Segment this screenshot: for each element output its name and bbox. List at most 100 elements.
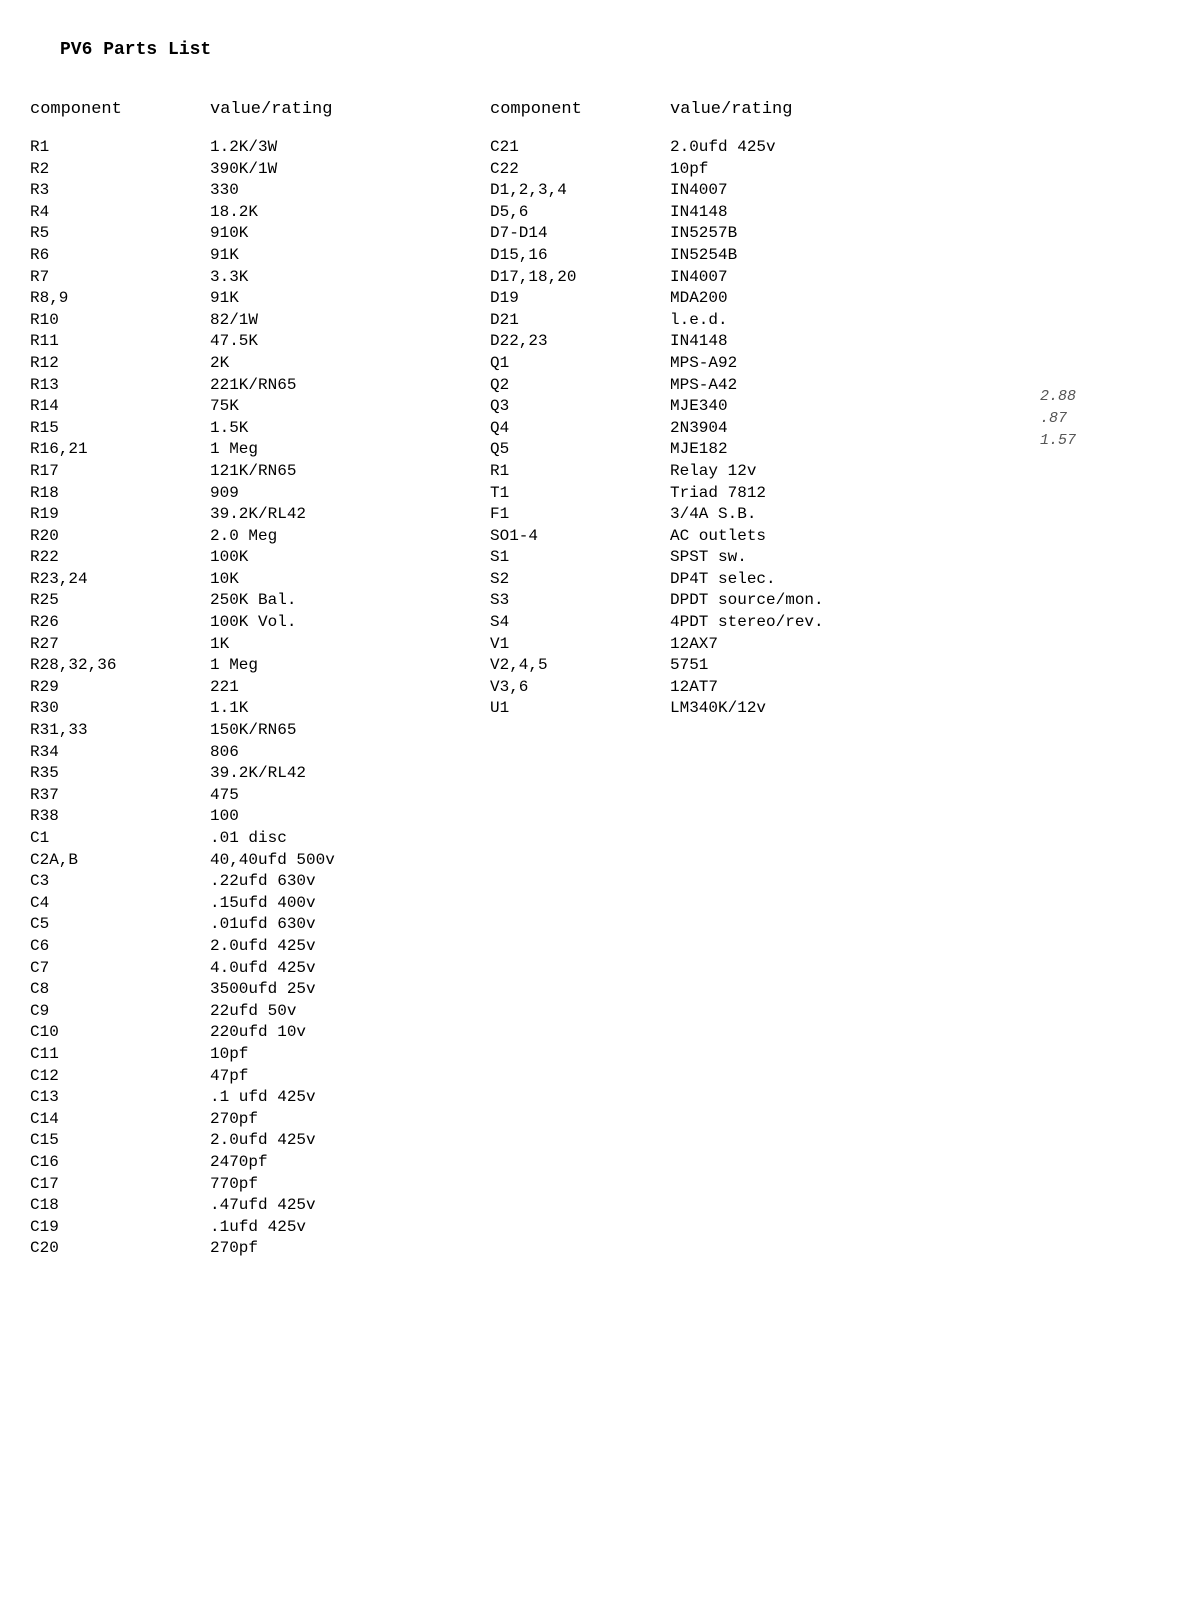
value-cell: 12AT7: [670, 677, 850, 699]
value-cell: 91K: [210, 288, 390, 310]
value-cell: 2.0ufd 425v: [210, 936, 390, 958]
component-cell: R30: [30, 698, 140, 720]
value-cell: 1 Meg: [210, 439, 390, 461]
value-cell: 100K: [210, 547, 390, 569]
component-cell: R16,21: [30, 439, 140, 461]
value-cell: 270pf: [210, 1238, 390, 1260]
component-cell: C19: [30, 1217, 140, 1239]
component-cell: C17: [30, 1174, 140, 1196]
component-cell: C13: [30, 1087, 140, 1109]
value-cell: .01ufd 630v: [210, 914, 390, 936]
value-cell: IN5254B: [670, 245, 850, 267]
component-cell: C20: [30, 1238, 140, 1260]
value-cell: .47ufd 425v: [210, 1195, 390, 1217]
value-cell: 475: [210, 785, 390, 807]
component-cell: C10: [30, 1022, 140, 1044]
component-cell: V2,4,5: [490, 655, 600, 677]
component-cell: S1: [490, 547, 600, 569]
component-cell: S3: [490, 590, 600, 612]
component-cell: C21: [490, 137, 600, 159]
value-cell: 330: [210, 180, 390, 202]
value-cell: 1.1K: [210, 698, 390, 720]
value-cell: 10pf: [210, 1044, 390, 1066]
component-cell: C7: [30, 958, 140, 980]
value-cell: DP4T selec.: [670, 569, 850, 591]
value-cell: 39.2K/RL42: [210, 504, 390, 526]
value-cell: 806: [210, 742, 390, 764]
component-cell: R3: [30, 180, 140, 202]
component-cell: R28,32,36: [30, 655, 140, 677]
component-cell: D7-D14: [490, 223, 600, 245]
value-cell: 221: [210, 677, 390, 699]
value-cell: .1ufd 425v: [210, 1217, 390, 1239]
value-cell: IN5257B: [670, 223, 850, 245]
component-cell: S2: [490, 569, 600, 591]
component-cell: R19: [30, 504, 140, 526]
value-cell: 22ufd 50v: [210, 1001, 390, 1023]
value-cell: 770pf: [210, 1174, 390, 1196]
component-cell: R17: [30, 461, 140, 483]
component-cell: D15,16: [490, 245, 600, 267]
component-cell: C8: [30, 979, 140, 1001]
component-cell: R20: [30, 526, 140, 548]
component-cell: Q4: [490, 418, 600, 440]
left-component-col: component R1R2R3R4R5R6R7R8,9R10R11R12R13…: [30, 100, 140, 1260]
value-cell: MPS-A42: [670, 375, 850, 397]
component-cell: U1: [490, 698, 600, 720]
value-cell: IN4007: [670, 267, 850, 289]
component-cell: C9: [30, 1001, 140, 1023]
component-cell: R10: [30, 310, 140, 332]
component-cell: R5: [30, 223, 140, 245]
component-cell: R34: [30, 742, 140, 764]
value-cell: .01 disc: [210, 828, 390, 850]
column-header-component: component: [30, 100, 140, 119]
value-cell: 1.2K/3W: [210, 137, 390, 159]
component-cell: S4: [490, 612, 600, 634]
value-cell: 91K: [210, 245, 390, 267]
component-cell: R11: [30, 331, 140, 353]
component-cell: R2: [30, 159, 140, 181]
value-cell: IN4148: [670, 202, 850, 224]
component-cell: R29: [30, 677, 140, 699]
component-cell: R26: [30, 612, 140, 634]
value-cell: AC outlets: [670, 526, 850, 548]
value-cell: 910K: [210, 223, 390, 245]
component-cell: R35: [30, 763, 140, 785]
value-cell: 3.3K: [210, 267, 390, 289]
value-cell: 75K: [210, 396, 390, 418]
value-cell: 12AX7: [670, 634, 850, 656]
component-cell: D5,6: [490, 202, 600, 224]
component-cell: C16: [30, 1152, 140, 1174]
component-cell: Q2: [490, 375, 600, 397]
value-cell: 100K Vol.: [210, 612, 390, 634]
component-cell: C2A,B: [30, 850, 140, 872]
value-cell: LM340K/12v: [670, 698, 850, 720]
value-cell: l.e.d.: [670, 310, 850, 332]
component-cell: Q5: [490, 439, 600, 461]
component-cell: R4: [30, 202, 140, 224]
right-value-col: value/rating 2.0ufd 425v10pfIN4007IN4148…: [670, 100, 850, 1260]
component-cell: R6: [30, 245, 140, 267]
value-cell: 4.0ufd 425v: [210, 958, 390, 980]
left-value-col: value/rating 1.2K/3W390K/1W33018.2K910K9…: [210, 100, 390, 1260]
component-cell: R18: [30, 483, 140, 505]
value-cell: 47pf: [210, 1066, 390, 1088]
component-cell: C18: [30, 1195, 140, 1217]
component-cell: T1: [490, 483, 600, 505]
value-cell: 1K: [210, 634, 390, 656]
component-cell: R22: [30, 547, 140, 569]
value-cell: Relay 12v: [670, 461, 850, 483]
component-cell: R1: [490, 461, 600, 483]
handwritten-annotation: 1.57: [1040, 432, 1076, 449]
component-cell: C3: [30, 871, 140, 893]
columns-container: component R1R2R3R4R5R6R7R8,9R10R11R12R13…: [30, 100, 1151, 1260]
value-cell: MJE182: [670, 439, 850, 461]
component-cell: R23,24: [30, 569, 140, 591]
page-title: PV6 Parts List: [60, 40, 1151, 60]
right-column: component C21C22D1,2,3,4D5,6D7-D14D15,16…: [490, 100, 850, 1260]
value-cell: 2.0ufd 425v: [210, 1130, 390, 1152]
component-cell: R15: [30, 418, 140, 440]
component-cell: R14: [30, 396, 140, 418]
value-cell: MJE340: [670, 396, 850, 418]
component-cell: C5: [30, 914, 140, 936]
